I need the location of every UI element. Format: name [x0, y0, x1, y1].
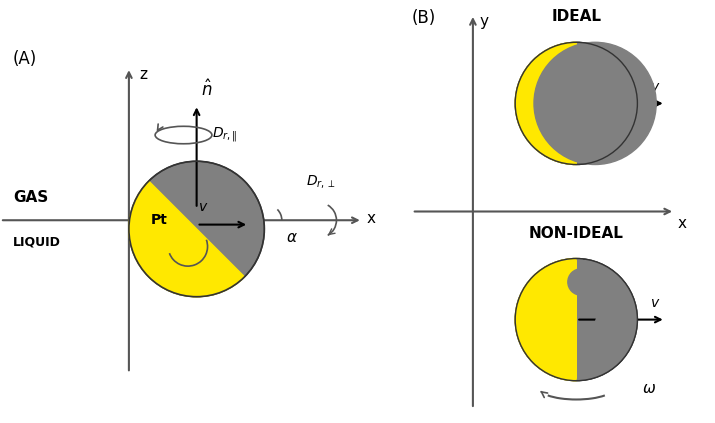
Polygon shape — [576, 258, 637, 381]
Text: x: x — [677, 216, 686, 231]
Text: IDEAL: IDEAL — [551, 9, 601, 25]
Text: GAS: GAS — [13, 190, 49, 205]
Text: y: y — [480, 14, 489, 29]
Text: $\alpha$: $\alpha$ — [286, 230, 298, 245]
Text: v: v — [199, 200, 207, 214]
Text: v: v — [651, 296, 660, 310]
Text: $D_{r,\|}$: $D_{r,\|}$ — [212, 126, 237, 144]
Circle shape — [534, 42, 656, 165]
Wedge shape — [129, 181, 245, 297]
Text: x: x — [367, 211, 376, 225]
Text: NON-IDEAL: NON-IDEAL — [529, 225, 623, 241]
Circle shape — [516, 258, 637, 381]
Text: z: z — [140, 67, 148, 82]
Circle shape — [568, 269, 594, 295]
Text: Pt: Pt — [151, 213, 168, 227]
Text: (B): (B) — [412, 9, 436, 27]
Wedge shape — [516, 258, 576, 381]
Text: $D_{r,\perp}$: $D_{r,\perp}$ — [182, 277, 212, 294]
Text: (A): (A) — [13, 50, 37, 68]
Circle shape — [129, 161, 265, 297]
Text: LIQUID: LIQUID — [13, 236, 61, 249]
Circle shape — [516, 42, 637, 165]
Text: $\hat{n}$: $\hat{n}$ — [201, 80, 212, 100]
Text: $D_{r,\perp}$: $D_{r,\perp}$ — [306, 173, 335, 190]
Wedge shape — [516, 42, 576, 165]
Text: v: v — [651, 80, 660, 94]
Text: $\omega$: $\omega$ — [642, 381, 656, 396]
